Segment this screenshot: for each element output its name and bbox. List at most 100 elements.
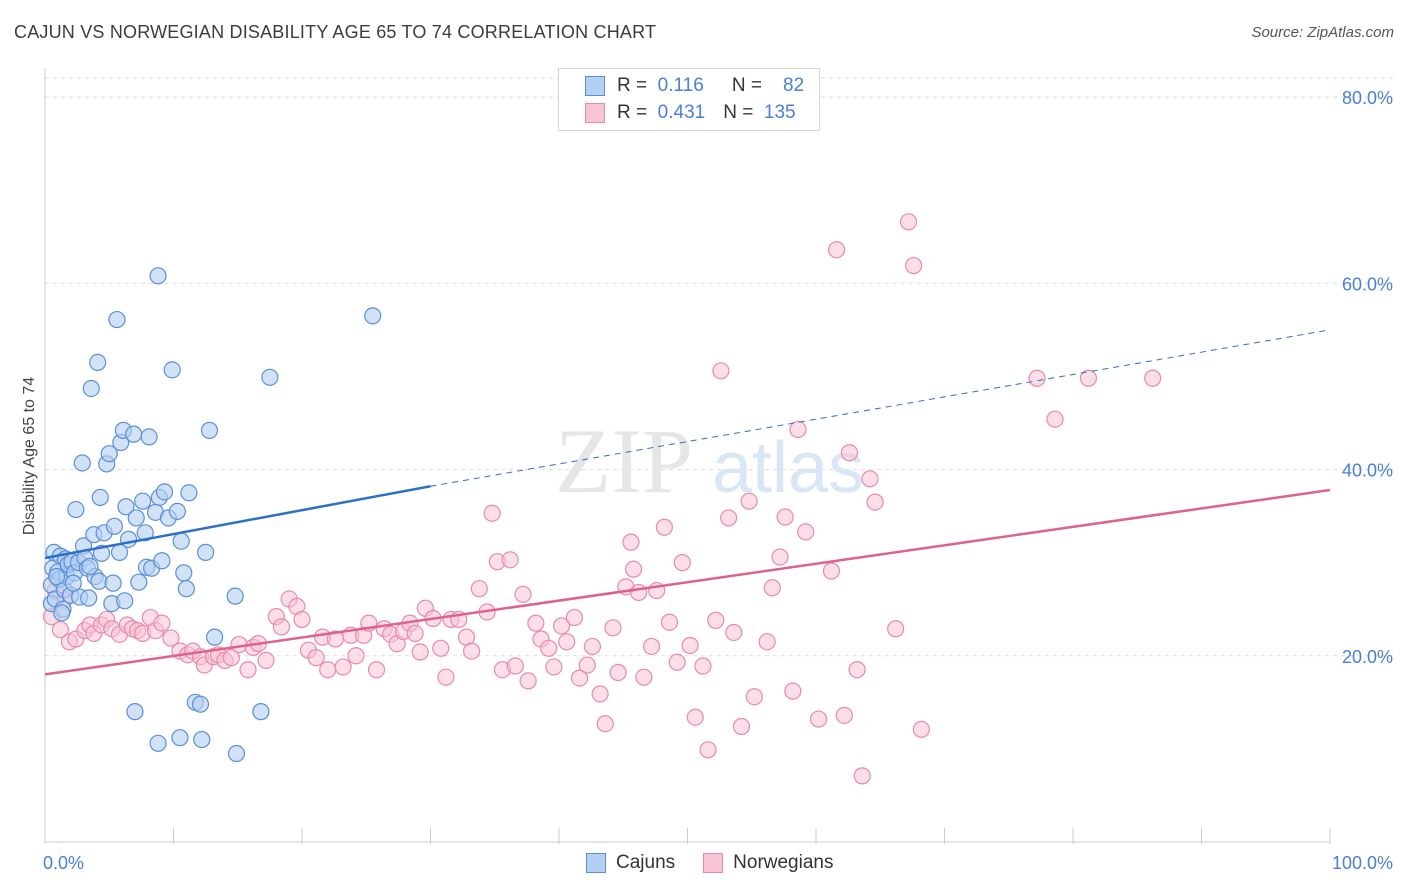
norwegian-point: [835, 706, 853, 724]
y-tick-label: 40.0%: [1342, 461, 1393, 481]
norwegian-point: [622, 533, 640, 551]
norwegian-point: [506, 657, 524, 675]
cajun-point: [200, 421, 219, 439]
stats-row-norwegians: R = 0.431 N = 135: [585, 101, 796, 125]
norwegian-point: [899, 213, 918, 231]
norwegian-point: [411, 643, 429, 661]
norwegian-point: [686, 708, 704, 726]
norwegian-point: [630, 583, 648, 602]
stats-row-cajuns: R = 0.116 N = 82: [585, 74, 804, 98]
cajun-point: [226, 587, 244, 605]
norwegian-point: [912, 720, 930, 738]
legend-item-norwegians[interactable]: Norwegians: [703, 852, 833, 874]
watermark-zip: ZIP: [555, 410, 693, 512]
cajun-point: [155, 483, 174, 501]
n-value: 82: [783, 75, 805, 96]
cajun-point: [73, 454, 91, 472]
norwegian-point: [861, 470, 879, 488]
cajun-point: [53, 604, 71, 622]
cajun-point: [136, 524, 154, 542]
cajun-point: [91, 488, 109, 507]
norwegian-point: [162, 629, 180, 647]
norwegian-point: [668, 653, 686, 671]
cajun-point: [206, 628, 224, 646]
norwegian-point: [483, 504, 501, 522]
cajun-point: [82, 379, 100, 398]
series-legend: Cajuns Norwegians: [586, 852, 861, 874]
norwegian-point: [272, 618, 291, 636]
norwegian-point: [797, 523, 815, 541]
norwegian-point: [853, 767, 871, 785]
cajun-point: [172, 532, 190, 550]
cajun-point: [47, 567, 66, 586]
cajun-point: [177, 580, 195, 598]
norwegian-point: [257, 651, 275, 670]
cajun-point: [104, 574, 122, 592]
norwegian-point: [519, 672, 537, 690]
norwegian-point: [583, 637, 602, 656]
norwegian-point: [745, 688, 763, 706]
chart-title: CAJUN VS NORWEGIAN DISABILITY AGE 65 TO …: [14, 22, 657, 42]
norwegian-point: [763, 579, 781, 597]
norwegian-point: [740, 492, 758, 510]
norwegian-point: [565, 608, 584, 627]
n-value: 135: [763, 102, 796, 123]
cajun-point: [149, 734, 167, 752]
axes: [44, 68, 1331, 844]
norwegian-swatch: [585, 103, 605, 123]
norwegian-point: [470, 580, 488, 598]
norwegian-point: [596, 715, 614, 733]
norwegian-point: [540, 639, 558, 657]
legend-label-cajuns: Cajuns: [616, 852, 676, 873]
x-tick-label: 100.0%: [1332, 853, 1393, 873]
cajun-points: [42, 267, 382, 763]
n-label: N =: [723, 102, 754, 123]
cajun-point: [193, 730, 211, 749]
norwegian-point: [609, 663, 627, 682]
norwegian-point: [699, 741, 717, 759]
cajun-point: [140, 428, 158, 446]
cajun-point: [100, 445, 118, 463]
norwegian-point: [578, 656, 596, 674]
cajun-point: [90, 572, 108, 590]
norwegian-point: [725, 623, 743, 642]
cajun-point: [108, 310, 126, 329]
norwegian-point: [1046, 410, 1064, 428]
cajun-point: [261, 368, 279, 386]
norwegian-swatch: [703, 853, 724, 873]
norwegian-point: [307, 649, 325, 667]
norwegian-point: [624, 560, 643, 578]
cajun-point: [105, 517, 123, 535]
norwegian-point: [501, 551, 519, 569]
norwegian-point: [239, 661, 257, 679]
legend-item-cajuns[interactable]: Cajuns: [586, 852, 675, 874]
cajun-point: [191, 695, 210, 713]
norwegian-point: [319, 661, 337, 679]
norwegian-point: [514, 585, 532, 603]
norwegian-point: [655, 518, 673, 536]
source-label: Source: ZipAtlas.com: [1251, 24, 1394, 41]
norwegian-point: [153, 614, 171, 632]
cajun-point: [127, 509, 145, 527]
cajun-point: [149, 267, 167, 285]
cajun-point: [125, 425, 143, 443]
norwegian-point: [545, 658, 563, 676]
cajun-point: [153, 552, 171, 570]
trend-lines: [44, 329, 1331, 676]
norwegian-point: [293, 610, 311, 629]
norwegian-point: [1028, 369, 1046, 387]
norwegian-trend-line: [44, 488, 1331, 676]
norwegian-point: [732, 717, 751, 736]
norwegian-point: [1079, 369, 1098, 387]
y-tick-label: 80.0%: [1342, 88, 1393, 108]
cajun-trend-line: [44, 485, 431, 560]
watermark-atlas: atlas: [712, 428, 864, 508]
norwegian-point: [463, 642, 481, 660]
norwegian-point: [673, 554, 691, 572]
legend-label-norwegians: Norwegians: [733, 852, 834, 873]
norwegian-point: [681, 636, 699, 655]
cajun-point: [89, 353, 107, 372]
norwegian-point: [591, 685, 609, 703]
norwegian-point: [51, 621, 70, 639]
